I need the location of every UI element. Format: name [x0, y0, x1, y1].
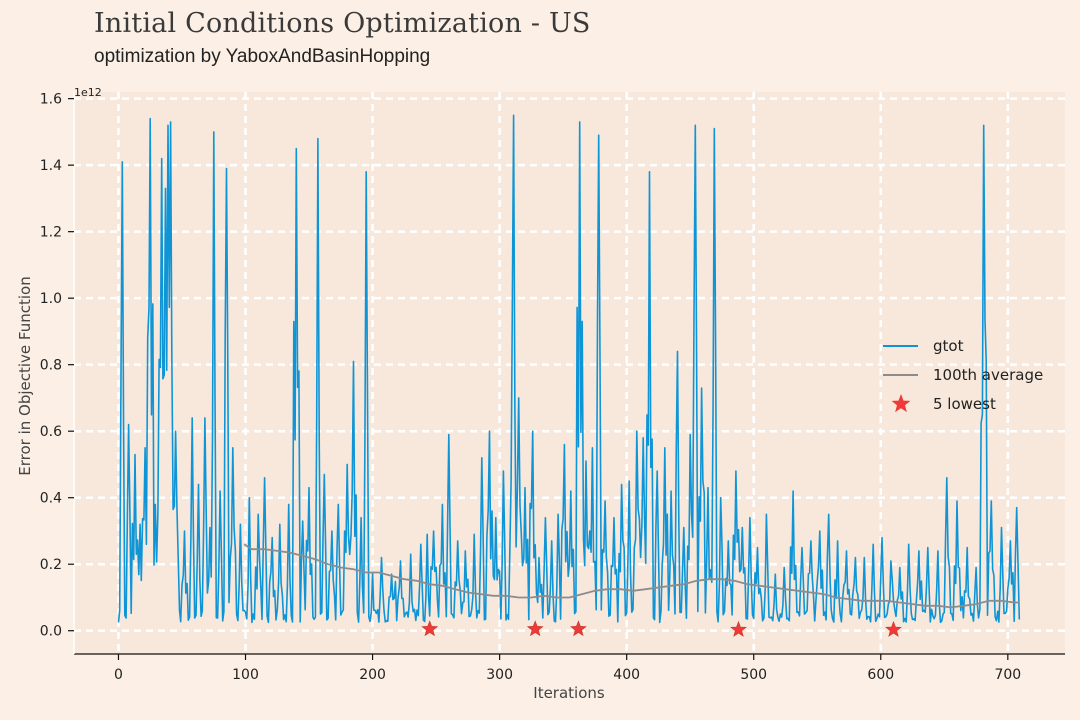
lowest-point-star-4 — [885, 620, 902, 637]
x-tick-label-600: 600 — [867, 667, 894, 683]
lowest-point-star-1 — [526, 620, 544, 637]
x-tick-label-400: 400 — [613, 667, 640, 683]
axes: 0 100 200 300 400 500 600 700 0.0 0.2 0.4 0.6 0.8 1.0… — [40, 92, 1065, 683]
y-tick-label-4: 0.8 — [40, 358, 62, 374]
gtot-line — [117, 114, 1021, 624]
legend-label-0: gtot — [933, 337, 964, 355]
x-tick-label-200: 200 — [359, 667, 386, 683]
legend-label-2: 5 lowest — [933, 395, 996, 413]
y-tick-label-6: 1.2 — [40, 225, 62, 241]
x-axis-label: Iterations — [533, 684, 605, 702]
y-tick-label-3: 0.6 — [40, 424, 62, 440]
x-tick-label-100: 100 — [232, 667, 259, 683]
y-tick-label-8: 1.6 — [40, 92, 62, 108]
x-tick-label-300: 300 — [486, 667, 513, 683]
chart-title: Initial Conditions Optimization - US — [94, 8, 591, 39]
chart-subtitle: optimization by YaboxAndBasinHopping — [94, 46, 431, 67]
x-tick-label-700: 700 — [994, 667, 1021, 683]
y-axis-label: Error in Objective Function — [16, 276, 34, 475]
legend-marker-2 — [891, 394, 911, 413]
average-line — [243, 543, 1020, 609]
lowest-point-star-3 — [730, 620, 747, 637]
y-tick-label-7: 1.4 — [40, 158, 62, 174]
legend-label-1: 100th average — [933, 366, 1043, 384]
y-tick-label-1: 0.2 — [40, 557, 62, 573]
average-series — [243, 543, 1020, 609]
lowest-point-star-2 — [569, 620, 587, 637]
x-tick-label-0: 0 — [114, 667, 123, 683]
x-tick-label-500: 500 — [740, 667, 767, 683]
y-tick-label-0: 0.0 — [40, 624, 62, 640]
legend: gtot 100th average 5 lowest — [883, 337, 1043, 413]
lowest-point-star-0 — [421, 620, 439, 637]
lowest-points-series — [421, 620, 902, 637]
y-tick-label-2: 0.4 — [40, 491, 62, 507]
y-scale-note: 1e12 — [74, 86, 102, 99]
gtot-series — [117, 114, 1021, 624]
y-tick-label-5: 1.0 — [40, 291, 62, 307]
